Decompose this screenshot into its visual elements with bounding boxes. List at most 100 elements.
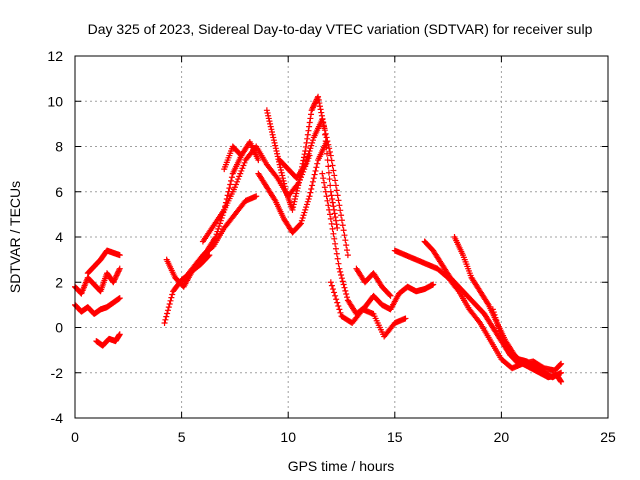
data-point xyxy=(226,185,233,192)
data-point xyxy=(162,316,169,323)
data-point xyxy=(336,265,343,272)
data-point xyxy=(271,139,278,146)
data-point xyxy=(337,207,344,214)
data-point xyxy=(240,162,247,169)
data-point xyxy=(295,182,302,189)
x-tick-label: 5 xyxy=(178,429,186,445)
data-point xyxy=(305,127,312,134)
data-point xyxy=(476,318,483,325)
data-point xyxy=(298,217,305,224)
data-point xyxy=(336,306,343,313)
data-point xyxy=(265,115,272,122)
data-point xyxy=(312,167,319,174)
data-point xyxy=(322,130,329,137)
y-tick-label: 6 xyxy=(55,184,63,200)
data-point xyxy=(331,210,338,217)
data-point xyxy=(331,235,338,242)
data-point xyxy=(325,163,332,170)
data-point xyxy=(306,119,313,126)
data-point xyxy=(308,107,315,114)
data-point xyxy=(494,319,501,326)
data-point xyxy=(239,165,246,172)
data-point xyxy=(308,186,315,193)
data-point xyxy=(277,164,284,171)
data-point xyxy=(216,223,223,230)
data-point xyxy=(114,271,121,278)
data-point xyxy=(263,107,270,114)
data-point xyxy=(300,212,307,219)
x-axis-title: GPS time / hours xyxy=(288,458,395,474)
data-point xyxy=(166,300,173,307)
data-point xyxy=(386,291,393,298)
data-point xyxy=(329,162,336,169)
data-point xyxy=(334,224,341,231)
data-point xyxy=(310,175,317,182)
data-point xyxy=(281,180,288,187)
data-point xyxy=(331,289,338,296)
data-point xyxy=(309,104,316,111)
data-point xyxy=(490,309,497,316)
data-point xyxy=(309,105,316,112)
series-arc-a xyxy=(72,265,123,297)
data-point xyxy=(272,142,279,149)
data-point xyxy=(332,177,339,184)
data-point xyxy=(206,252,213,259)
data-point xyxy=(320,175,327,182)
data-point xyxy=(116,331,123,338)
data-point xyxy=(329,195,336,202)
data-point xyxy=(297,221,304,228)
data-point xyxy=(330,230,337,237)
data-point xyxy=(338,217,345,224)
series-arc-f xyxy=(163,252,213,290)
data-point xyxy=(305,195,312,202)
data-point xyxy=(294,185,301,192)
data-point xyxy=(330,203,337,210)
data-point xyxy=(302,206,309,213)
data-point xyxy=(114,269,121,276)
data-point xyxy=(314,160,321,167)
series-arc-b xyxy=(72,295,123,317)
data-point xyxy=(167,297,174,304)
data-point xyxy=(264,110,271,117)
data-point xyxy=(293,187,300,194)
data-point xyxy=(311,171,318,178)
data-point xyxy=(111,277,118,284)
data-point xyxy=(299,214,306,221)
data-point xyxy=(330,167,337,174)
data-point xyxy=(335,197,342,204)
series-arc-g xyxy=(178,193,260,286)
data-point xyxy=(328,282,335,289)
x-tick-label: 15 xyxy=(387,429,403,445)
data-point xyxy=(116,265,123,272)
data-point xyxy=(326,176,333,183)
data-point xyxy=(313,164,320,171)
data-point xyxy=(115,268,122,275)
data-point xyxy=(304,153,311,160)
data-point xyxy=(344,247,351,254)
data-point xyxy=(315,96,322,103)
data-point xyxy=(337,309,344,316)
y-tick-label: 12 xyxy=(47,48,63,64)
data-point xyxy=(270,137,277,144)
data-point xyxy=(335,303,342,310)
data-point xyxy=(497,330,504,337)
axis-ticks: 0 5 10 15 20 25 -4 -2 0 2 4 6 8 10 12 xyxy=(47,48,616,445)
data-point xyxy=(267,120,274,127)
data-point xyxy=(216,220,223,227)
data-point xyxy=(303,158,310,165)
data-point xyxy=(316,100,323,107)
data-points xyxy=(72,93,565,385)
data-point xyxy=(307,189,314,196)
data-point xyxy=(116,252,123,259)
data-point xyxy=(279,172,286,179)
data-point xyxy=(268,126,275,133)
data-point xyxy=(329,199,336,206)
data-point xyxy=(113,272,120,279)
data-point xyxy=(303,156,310,163)
series-arc-s xyxy=(489,306,565,381)
data-point xyxy=(333,296,340,303)
data-point xyxy=(307,115,314,122)
x-tick-label: 10 xyxy=(280,429,296,445)
data-point xyxy=(306,148,313,155)
data-point xyxy=(269,131,276,138)
